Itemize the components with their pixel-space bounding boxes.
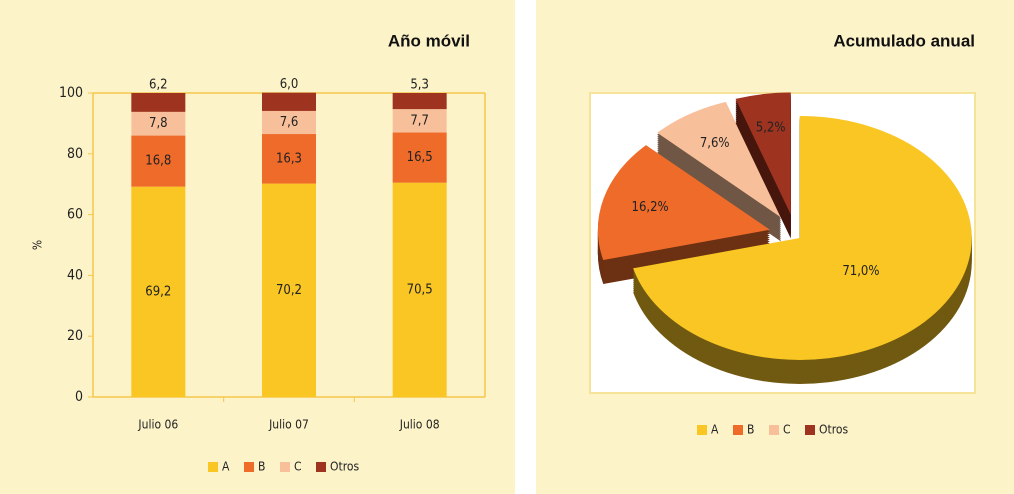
- bar-value-label: 7,6: [280, 115, 299, 130]
- bar-segment: [392, 93, 447, 110]
- pie-value-label: 16,2%: [632, 200, 669, 215]
- y-tick-label: 20: [67, 328, 83, 344]
- legend-label: A: [711, 423, 719, 437]
- pie-slice: [633, 115, 972, 360]
- pie-value-label: 5,2%: [756, 120, 786, 135]
- y-tick-label: 0: [75, 389, 83, 405]
- y-tick-label: 100: [59, 85, 83, 101]
- legend-label: Otros: [330, 460, 360, 474]
- x-tick-label: Julio 06: [137, 418, 178, 432]
- x-tick-label: Julio 08: [399, 418, 440, 432]
- legend-label: Otros: [819, 423, 849, 437]
- bar-segment: [262, 183, 316, 397]
- legend-swatch: [733, 425, 743, 435]
- bar-segment: [262, 110, 316, 135]
- bar-title: Año móvil: [388, 31, 470, 50]
- bar-value-label: 7,7: [410, 113, 429, 128]
- bar-value-label: 6,0: [280, 77, 299, 92]
- bar-segment: [392, 109, 447, 133]
- bar-segment: [262, 92, 316, 111]
- bar-segment: [131, 135, 186, 187]
- legend-swatch: [769, 425, 779, 435]
- bar-segment: [392, 182, 447, 397]
- pie-title: Acumulado anual: [833, 31, 975, 50]
- x-tick-label: Julio 07: [268, 418, 309, 432]
- y-tick-label: 40: [67, 267, 83, 283]
- bar-segment: [131, 186, 186, 397]
- legend-swatch: [805, 425, 815, 435]
- bar-value-label: 6,2: [149, 78, 168, 93]
- legend-swatch: [244, 462, 254, 472]
- pie-slice: [597, 145, 770, 261]
- legend-swatch: [208, 462, 218, 472]
- legend-swatch: [280, 462, 290, 472]
- y-tick-label: 80: [67, 146, 83, 162]
- pie-value-label: 71,0%: [842, 264, 879, 279]
- legend-label: B: [258, 460, 265, 474]
- bar-value-label: 16,8: [145, 154, 171, 169]
- bar-value-label: 7,8: [149, 116, 168, 131]
- legend-label: C: [783, 423, 791, 437]
- pie-slice: [735, 92, 791, 215]
- bar-value-label: 70,5: [407, 282, 433, 297]
- bar-segment: [131, 111, 186, 136]
- bar-value-label: 69,2: [145, 284, 171, 299]
- y-tick-label: 60: [67, 207, 83, 223]
- legend-label: A: [222, 460, 230, 474]
- bar-value-label: 5,3: [410, 78, 429, 93]
- bar-value-label: 70,2: [276, 283, 302, 298]
- bar-segment: [131, 93, 186, 112]
- y-axis-label: %: [31, 240, 45, 250]
- bar-segment: [392, 132, 447, 183]
- bar-value-label: 16,5: [407, 150, 433, 165]
- legend-swatch: [316, 462, 326, 472]
- legend-swatch: [697, 425, 707, 435]
- legend-label: C: [294, 460, 302, 474]
- legend-label: B: [747, 423, 754, 437]
- bar-value-label: 16,3: [276, 151, 302, 166]
- pie-slice: [657, 101, 782, 218]
- pie-value-label: 7,6%: [700, 136, 730, 151]
- bar-segment: [262, 134, 316, 184]
